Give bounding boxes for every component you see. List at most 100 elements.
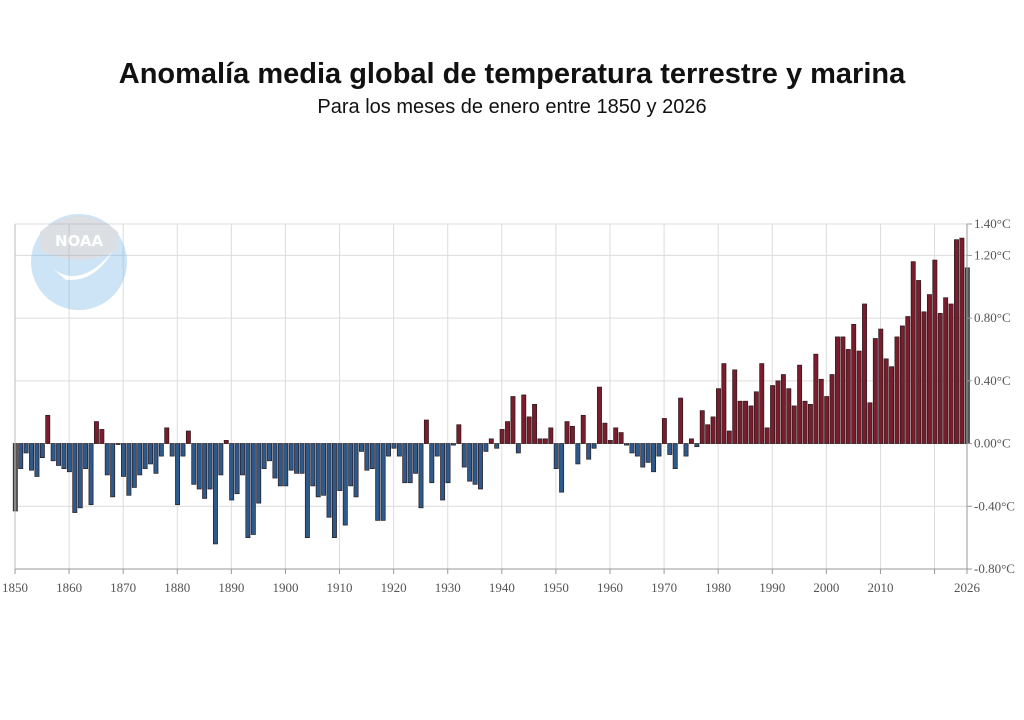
- chart-title: Anomalía media global de temperatura ter…: [118, 58, 906, 90]
- x-tick-label: 1920: [381, 580, 407, 595]
- bar-1861: [72, 443, 78, 513]
- bar-1924: [413, 443, 419, 474]
- bar-1947: [537, 438, 543, 444]
- bar-1930: [445, 443, 451, 484]
- bar-1921: [396, 443, 402, 457]
- bar-2009: [872, 338, 878, 444]
- x-tick-label: 1980: [705, 580, 731, 595]
- bar-1874: [142, 443, 148, 469]
- bar-1912: [348, 443, 354, 487]
- bar-1879: [169, 443, 175, 457]
- bar-1858: [56, 443, 62, 466]
- bar-1909: [331, 443, 337, 538]
- bar-1986: [748, 405, 754, 444]
- bar-1869: [115, 443, 121, 445]
- bar-1973: [678, 397, 684, 444]
- bar-2002: [835, 336, 840, 444]
- bar-1919: [386, 443, 391, 457]
- bar-2001: [829, 374, 835, 444]
- bar-1936: [478, 443, 483, 490]
- bar-1972: [672, 443, 678, 469]
- bar-1918: [380, 443, 386, 521]
- bar-2003: [840, 336, 846, 444]
- bar-1968: [651, 443, 657, 473]
- bar-1871: [126, 443, 132, 496]
- bar-1961: [613, 427, 619, 444]
- bar-1891: [234, 443, 240, 495]
- bar-2006: [856, 350, 862, 444]
- bar-1885: [202, 443, 208, 499]
- bar-1878: [164, 427, 170, 444]
- y-tick-labels: 1.40°C 1.20°C 0.80°C 0.40°C 0.00°C -0.40°C -0.…: [974, 216, 1015, 576]
- bar-1966: [640, 443, 646, 468]
- bar-1970: [661, 418, 667, 444]
- bar-1887: [212, 443, 218, 545]
- bar-1859: [61, 443, 67, 469]
- bar-1888: [218, 443, 224, 476]
- bar-1962: [618, 432, 624, 444]
- bar-1920: [391, 443, 397, 449]
- bar-1927: [429, 443, 435, 484]
- bar-1975: [688, 438, 694, 444]
- bar-1948: [542, 438, 548, 444]
- bar-1910: [337, 443, 343, 491]
- bar-1856: [45, 414, 51, 444]
- bar-1854: [34, 443, 40, 477]
- bar-1915: [364, 443, 370, 471]
- x-tick-label: 1900: [272, 580, 298, 595]
- bar-1913: [353, 443, 359, 498]
- bar-1994: [791, 405, 797, 444]
- bar-1896: [261, 443, 267, 469]
- bar-1893: [245, 443, 251, 538]
- bar-2023: [948, 303, 954, 444]
- bar-2015: [905, 316, 911, 444]
- bar-1944: [521, 394, 527, 444]
- bar-1959: [602, 422, 608, 444]
- bar-2020: [932, 259, 938, 444]
- bar-2018: [921, 311, 927, 444]
- bar-1942: [510, 396, 516, 444]
- chart-subtitle: Para los meses de enero entre 1850 y 202…: [317, 96, 707, 118]
- bar-1923: [407, 443, 413, 484]
- x-tick-label: 1990: [759, 580, 785, 595]
- bar-1998: [813, 353, 819, 444]
- bar-1914: [359, 443, 364, 452]
- x-tick-label: 2000: [813, 580, 839, 595]
- bar-1876: [153, 443, 159, 474]
- bar-2011: [883, 358, 889, 444]
- bar-1889: [223, 440, 229, 444]
- bar-1867: [104, 443, 110, 476]
- bar-1934: [467, 443, 473, 482]
- x-tick-labels: 1850 1860 1870 1880 1890 1900 1910 1920 1930 1940…: [2, 580, 981, 595]
- bar-2012: [889, 366, 895, 444]
- bar-1882: [185, 430, 191, 444]
- bar-1922: [402, 443, 408, 484]
- bar-1967: [645, 443, 651, 463]
- bar-1904: [304, 443, 310, 538]
- bars: [12, 237, 970, 545]
- bar-1976: [694, 443, 700, 448]
- bar-1960: [607, 440, 613, 444]
- bar-1872: [131, 443, 137, 488]
- bar-1901: [288, 443, 294, 471]
- bar-1971: [667, 443, 673, 455]
- axes: [14, 223, 972, 574]
- bar-2008: [867, 402, 873, 444]
- y-tick-label: 0.80°C: [974, 310, 1011, 325]
- bar-1980: [716, 388, 721, 444]
- bar-1993: [786, 388, 792, 444]
- x-tick-label: 2010: [867, 580, 893, 595]
- bar-2019: [926, 294, 932, 444]
- bar-1880: [175, 443, 181, 506]
- bar-1911: [342, 443, 348, 526]
- bar-1964: [629, 443, 635, 454]
- bar-2013: [894, 336, 900, 444]
- bar-1981: [721, 363, 727, 444]
- bar-1974: [683, 443, 689, 457]
- bar-1875: [148, 443, 153, 465]
- bar-1862: [77, 443, 83, 509]
- bar-1894: [250, 443, 256, 535]
- bar-1951: [559, 443, 565, 493]
- bar-1990: [770, 385, 776, 444]
